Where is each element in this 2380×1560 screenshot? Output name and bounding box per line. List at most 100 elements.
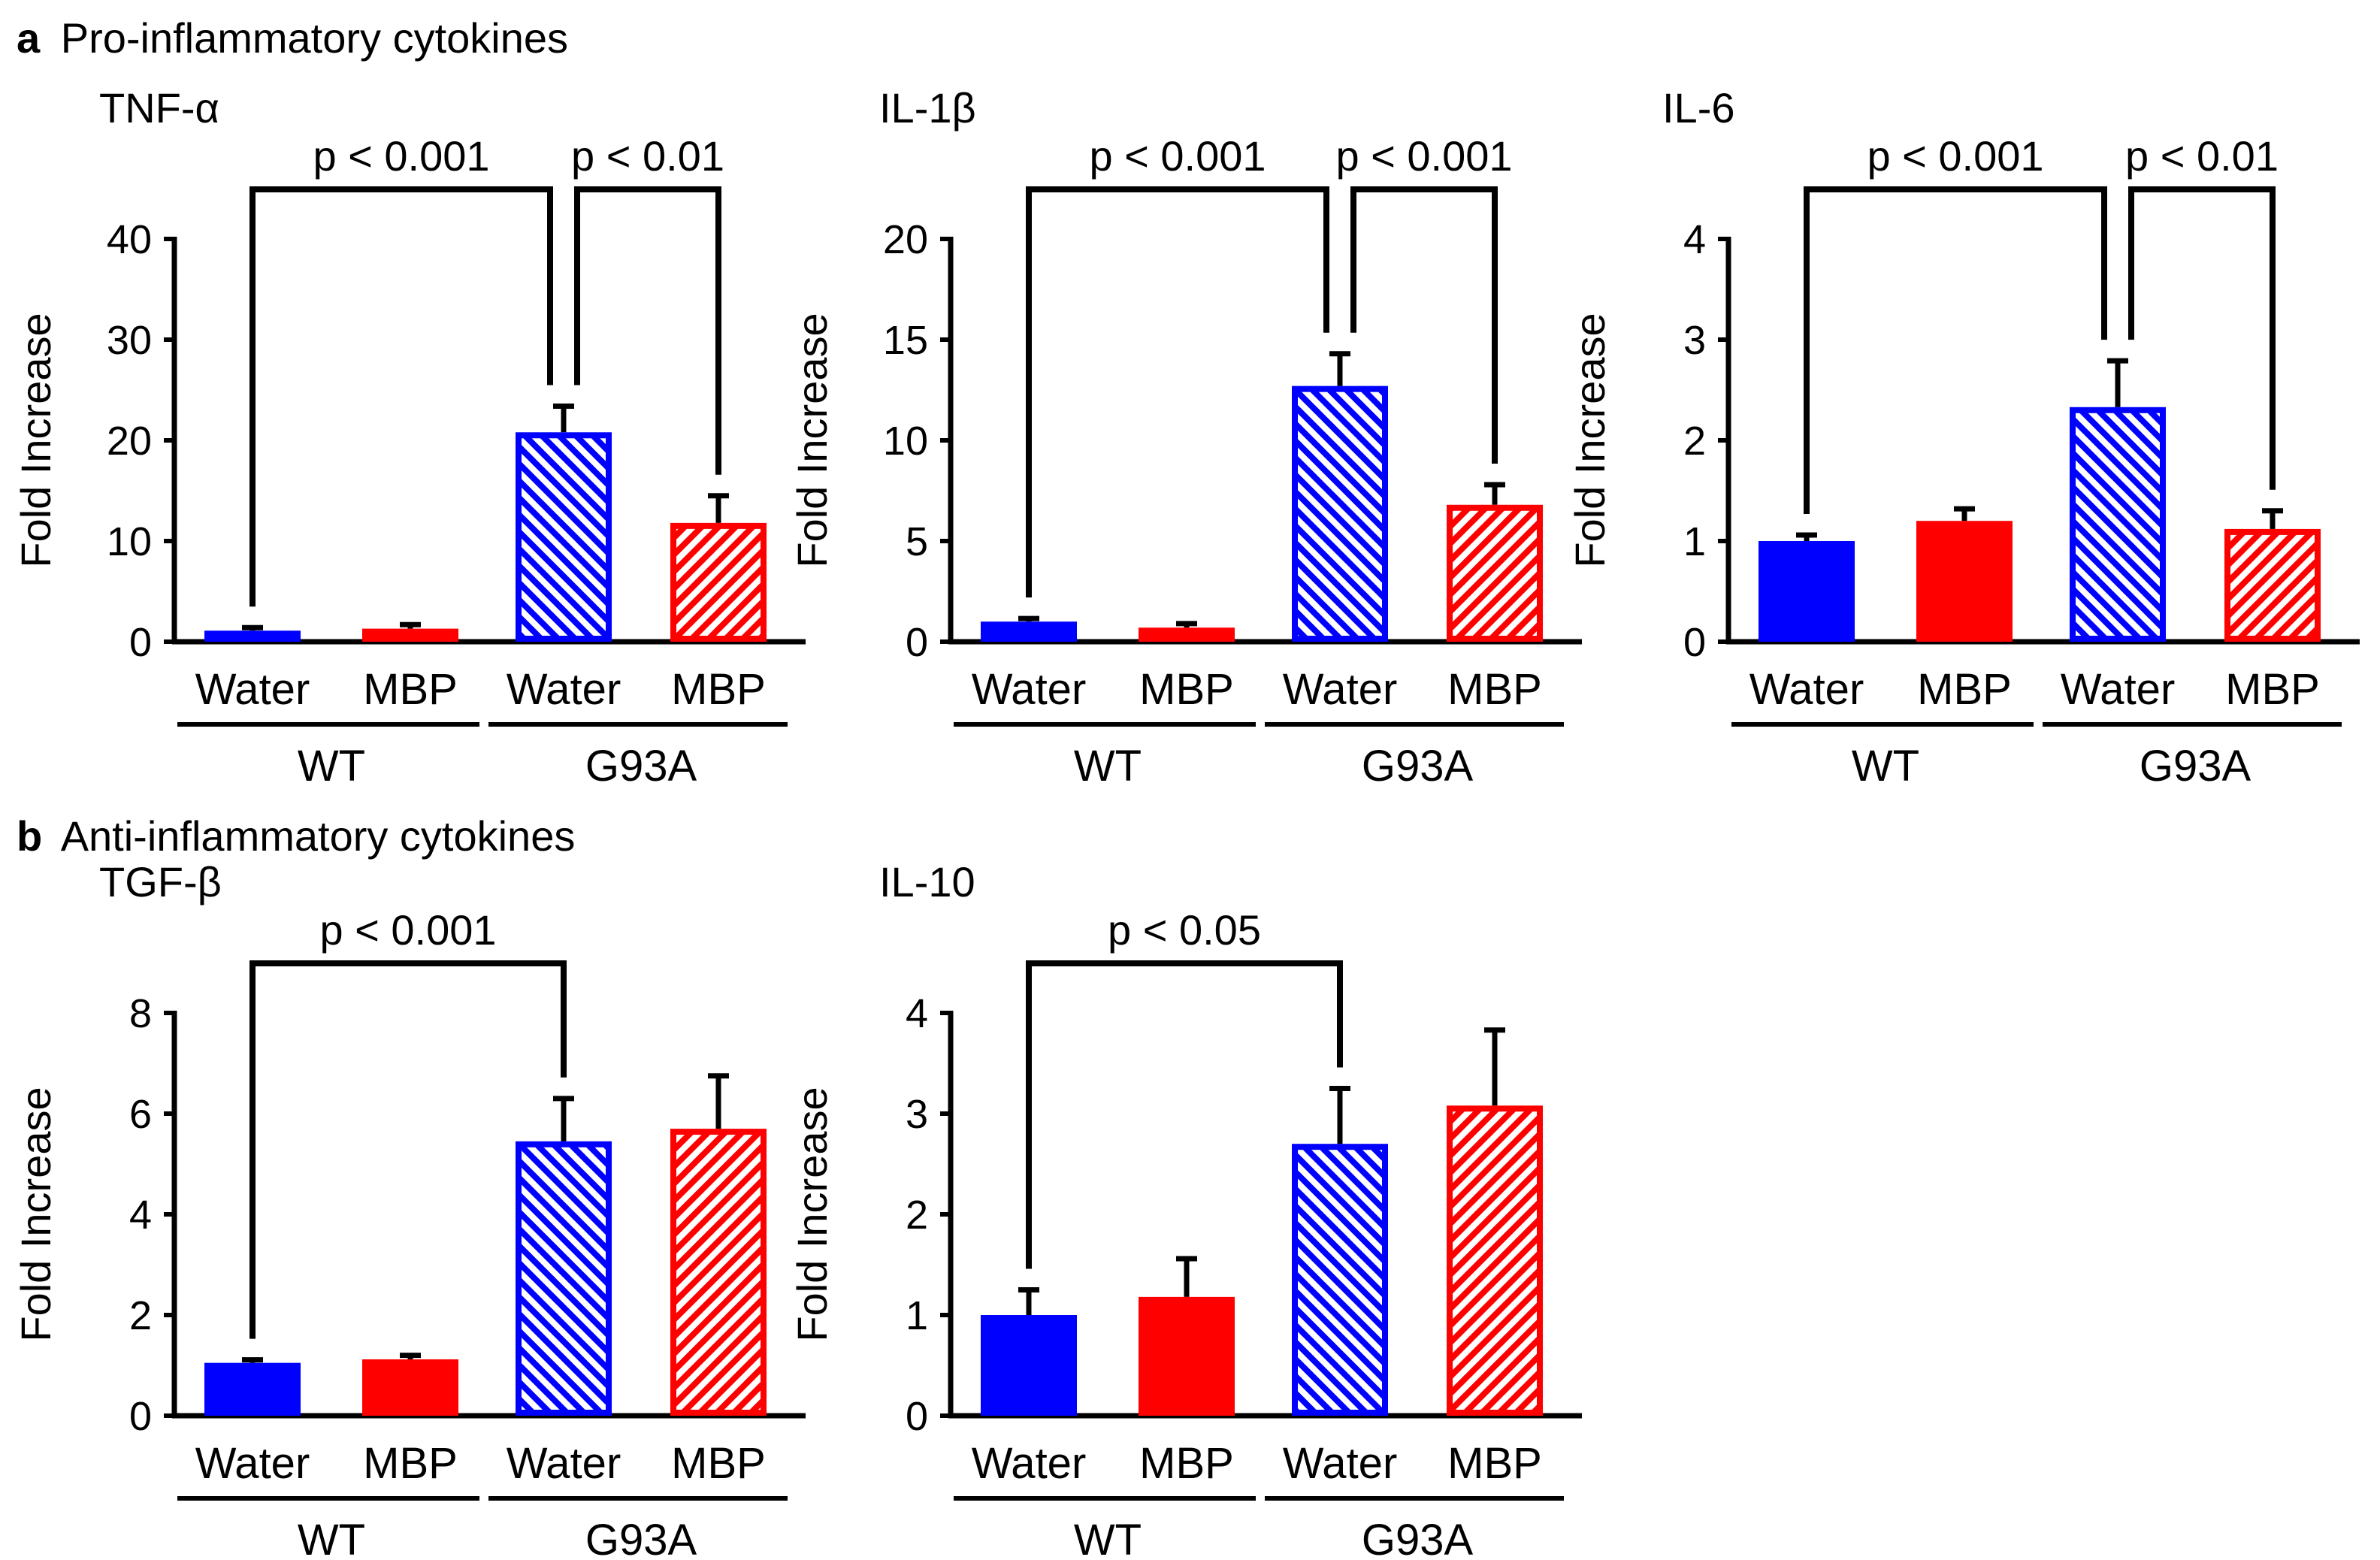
bar xyxy=(2224,528,2321,642)
bar xyxy=(516,432,612,642)
significance-label: p < 0.001 xyxy=(319,906,496,954)
section-a-title: Pro-inflammatory cytokines xyxy=(61,14,568,62)
bar xyxy=(1447,1105,1543,1416)
significance-label: p < 0.001 xyxy=(313,132,489,180)
y-tick-label: 0 xyxy=(906,1394,928,1439)
significance-bracket xyxy=(1026,960,1343,1269)
x-tick-label: Water xyxy=(1283,1439,1398,1488)
y-tick-label: 0 xyxy=(129,620,152,665)
significance-bracket xyxy=(1026,186,1329,598)
bar xyxy=(1292,1144,1388,1416)
bar xyxy=(516,1141,612,1416)
chart-panel: TGF-β Fold Increase 0 2 4 6 8 Water MBP Water MBP W… xyxy=(12,858,806,1560)
significance-bracket xyxy=(249,960,567,1339)
bar xyxy=(1447,504,1543,642)
bar xyxy=(362,1359,458,1416)
section-b-header: b Anti-inflammatory cytokines xyxy=(17,812,575,860)
significance-label: p < 0.01 xyxy=(2125,132,2279,180)
significance-bracket xyxy=(249,186,553,607)
chart-panel: TNF-α Fold Increase 0 10 20 30 40 Water MBP Water… xyxy=(12,84,806,791)
x-tick-label: MBP xyxy=(363,665,458,714)
y-tick-label: 3 xyxy=(1683,318,1706,363)
y-tick-label: 4 xyxy=(129,1193,152,1238)
bar xyxy=(204,630,301,642)
x-tick-label: MBP xyxy=(1139,1439,1234,1488)
y-tick-label: 20 xyxy=(107,419,152,464)
bar xyxy=(1139,1296,1235,1416)
group-label: G93A xyxy=(585,1516,697,1560)
significance-label: p < 0.01 xyxy=(571,132,724,180)
significance-label: p < 0.001 xyxy=(1867,132,2043,180)
y-tick-label: 5 xyxy=(906,519,928,564)
x-tick-label: MBP xyxy=(1447,665,1542,714)
group-label: WT xyxy=(1074,1516,1142,1560)
chart-panel: IL-10 Fold Increase 0 1 2 3 4 Water MBP Water MBP W… xyxy=(788,858,1582,1560)
y-axis-label: Fold Increase xyxy=(1566,313,1613,567)
significance-bracket xyxy=(2128,186,2276,490)
x-tick-label: MBP xyxy=(671,665,766,714)
y-tick-label: 30 xyxy=(107,318,152,363)
y-tick-label: 10 xyxy=(883,419,928,464)
section-b-title: Anti-inflammatory cytokines xyxy=(61,812,576,860)
group-label: G93A xyxy=(1362,742,1474,791)
y-axis-label: Fold Increase xyxy=(12,313,59,567)
y-tick-label: 10 xyxy=(107,519,152,564)
y-tick-label: 0 xyxy=(1683,620,1706,665)
bar xyxy=(670,1129,767,1416)
y-tick-label: 1 xyxy=(906,1293,928,1338)
bar xyxy=(981,1315,1077,1416)
x-tick-label: Water xyxy=(507,1439,621,1488)
y-tick-label: 0 xyxy=(906,620,928,665)
x-tick-label: Water xyxy=(1283,665,1398,714)
x-tick-label: MBP xyxy=(671,1439,766,1488)
significance-bracket xyxy=(1804,186,2107,514)
significance-bracket xyxy=(574,186,721,475)
x-tick-label: Water xyxy=(972,665,1087,714)
bar xyxy=(1139,627,1235,642)
section-b-letter: b xyxy=(17,812,42,860)
chart-title: IL-1β xyxy=(879,84,976,132)
bar xyxy=(981,621,1077,642)
y-tick-label: 15 xyxy=(883,318,928,363)
group-label: WT xyxy=(298,742,365,791)
y-tick-label: 0 xyxy=(129,1394,152,1439)
significance-label: p < 0.001 xyxy=(1089,132,1266,180)
y-tick-label: 4 xyxy=(906,991,928,1036)
bar xyxy=(1759,541,1855,642)
y-tick-label: 8 xyxy=(129,991,152,1036)
chart-title: IL-10 xyxy=(879,858,975,905)
significance-bracket xyxy=(1350,186,1498,464)
group-label: G93A xyxy=(1362,1516,1474,1560)
x-tick-label: Water xyxy=(972,1439,1087,1488)
bar xyxy=(2070,407,2166,642)
y-tick-label: 2 xyxy=(129,1293,152,1338)
bar xyxy=(670,522,767,642)
group-label: G93A xyxy=(2140,742,2251,791)
chart-panel: IL-1β Fold Increase 0 5 10 15 20 Water MBP Water M… xyxy=(788,84,1582,791)
x-tick-label: Water xyxy=(1749,665,1864,714)
y-axis-label: Fold Increase xyxy=(12,1087,59,1341)
chart-panel: IL-6 Fold Increase 0 1 2 3 4 Water MBP Water MBP WT… xyxy=(1566,84,2360,791)
y-tick-label: 40 xyxy=(107,217,152,262)
chart-title: IL-6 xyxy=(1662,84,1735,132)
y-tick-label: 3 xyxy=(906,1092,928,1137)
x-tick-label: MBP xyxy=(1447,1439,1542,1488)
y-tick-label: 4 xyxy=(1683,217,1706,262)
x-tick-label: Water xyxy=(2061,665,2176,714)
y-tick-label: 6 xyxy=(129,1092,152,1137)
section-a-letter: a xyxy=(17,14,41,62)
y-tick-label: 20 xyxy=(883,217,928,262)
significance-label: p < 0.001 xyxy=(1335,132,1512,180)
bar xyxy=(204,1362,301,1416)
group-label: WT xyxy=(1074,742,1142,791)
x-tick-label: MBP xyxy=(1917,665,2012,714)
significance-label: p < 0.05 xyxy=(1108,906,1261,954)
group-label: G93A xyxy=(585,742,697,791)
chart-title: TGF-β xyxy=(99,858,222,905)
chart-title: TNF-α xyxy=(99,84,219,132)
section-a-header: a Pro-inflammatory cytokines xyxy=(17,14,568,62)
x-tick-label: MBP xyxy=(2225,665,2320,714)
x-tick-label: MBP xyxy=(363,1439,458,1488)
